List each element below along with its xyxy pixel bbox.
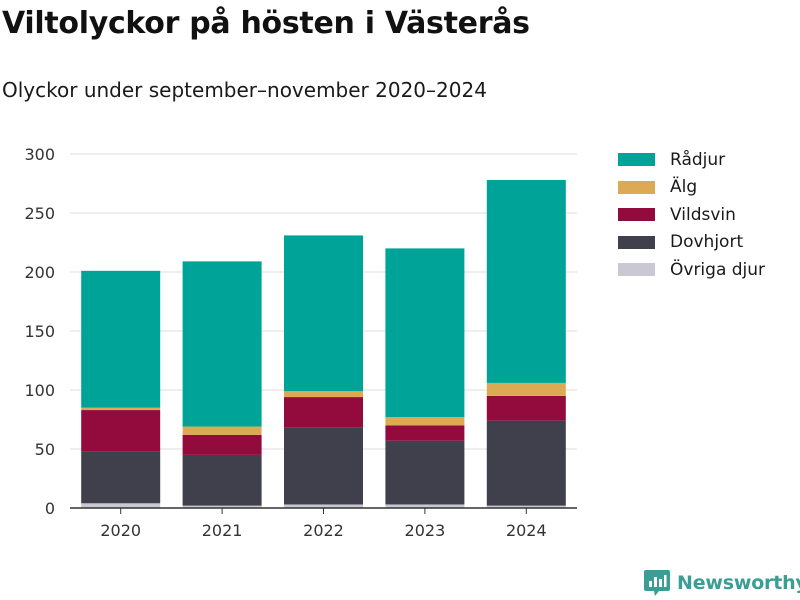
bar-2020-övriga-djur[interactable] <box>81 503 161 508</box>
bar-2022-dovhjort[interactable] <box>284 427 363 505</box>
bar-2022-rådjur[interactable] <box>284 235 363 392</box>
legend-item[interactable]: Övriga djur <box>618 256 765 284</box>
bar-2024-övriga-djur[interactable] <box>486 505 566 508</box>
legend-swatch <box>618 208 655 222</box>
bars <box>81 179 566 508</box>
bar-2023-dovhjort[interactable] <box>385 440 465 505</box>
x-tick-label: 2024 <box>506 521 547 540</box>
legend-swatch <box>618 263 655 277</box>
bar-2024-dovhjort[interactable] <box>486 420 566 506</box>
x-tick-label: 2023 <box>405 521 446 540</box>
bar-2021-dovhjort[interactable] <box>182 454 262 506</box>
bar-2022-vildsvin[interactable] <box>284 397 363 428</box>
brand-logo[interactable]: Newsworthy <box>643 568 800 598</box>
y-tick-label: 50 <box>35 440 55 459</box>
x-tick-label: 2020 <box>100 521 141 540</box>
legend-item[interactable]: Vildsvin <box>618 201 765 229</box>
brand-name: Newsworthy <box>677 572 800 594</box>
legend-label: Rådjur <box>670 149 726 170</box>
bar-2020-älg[interactable] <box>81 407 161 411</box>
legend-label: Dovhjort <box>670 232 744 253</box>
y-tick-label: 300 <box>24 145 55 164</box>
y-tick-label: 200 <box>24 263 55 282</box>
y-tick-label: 250 <box>24 204 55 223</box>
axes: 0 50 100 150 200 250 300 2020 2021 2022 2023 2024 <box>24 145 577 540</box>
legend-swatch <box>618 180 655 194</box>
bar-2024-älg[interactable] <box>486 382 566 396</box>
bar-2021-övriga-djur[interactable] <box>182 505 262 508</box>
chart-subtitle: Olyckor under september–november 2020–20… <box>2 78 487 102</box>
bar-2021-älg[interactable] <box>182 426 262 435</box>
legend-item[interactable]: Älg <box>618 174 765 202</box>
bar-2020-rådjur[interactable] <box>81 270 161 408</box>
x-tick-label: 2021 <box>202 521 243 540</box>
y-tick-label: 100 <box>24 381 55 400</box>
legend-label: Vildsvin <box>670 204 736 225</box>
newsworthy-logo-icon <box>644 570 670 596</box>
legend-label: Övriga djur <box>670 259 766 280</box>
y-tick-label: 150 <box>24 322 55 341</box>
chart-title: Viltolyckor på hösten i Västerås <box>2 6 530 41</box>
bar-2024-rådjur[interactable] <box>486 179 566 383</box>
bar-2021-vildsvin[interactable] <box>182 434 262 455</box>
x-tick-label: 2022 <box>303 521 344 540</box>
bar-2023-vildsvin[interactable] <box>385 425 465 441</box>
bar-2024-vildsvin[interactable] <box>486 395 566 421</box>
bar-2021-rådjur[interactable] <box>182 261 262 427</box>
legend-swatch <box>618 235 655 249</box>
bar-2022-älg[interactable] <box>284 391 363 398</box>
bar-2020-dovhjort[interactable] <box>81 451 161 504</box>
bar-2023-älg[interactable] <box>385 417 465 426</box>
legend-swatch <box>618 153 655 167</box>
bar-2023-övriga-djur[interactable] <box>385 504 465 508</box>
legend: Rådjur Älg Vildsvin Dovhjort Övriga djur <box>618 146 765 284</box>
bar-2022-övriga-djur[interactable] <box>284 504 363 508</box>
bar-2020-vildsvin[interactable] <box>81 410 161 452</box>
legend-item[interactable]: Dovhjort <box>618 229 765 257</box>
y-tick-label: 0 <box>45 499 55 518</box>
bar-2023-rådjur[interactable] <box>385 248 465 418</box>
legend-item[interactable]: Rådjur <box>618 146 765 174</box>
legend-label: Älg <box>670 177 698 198</box>
